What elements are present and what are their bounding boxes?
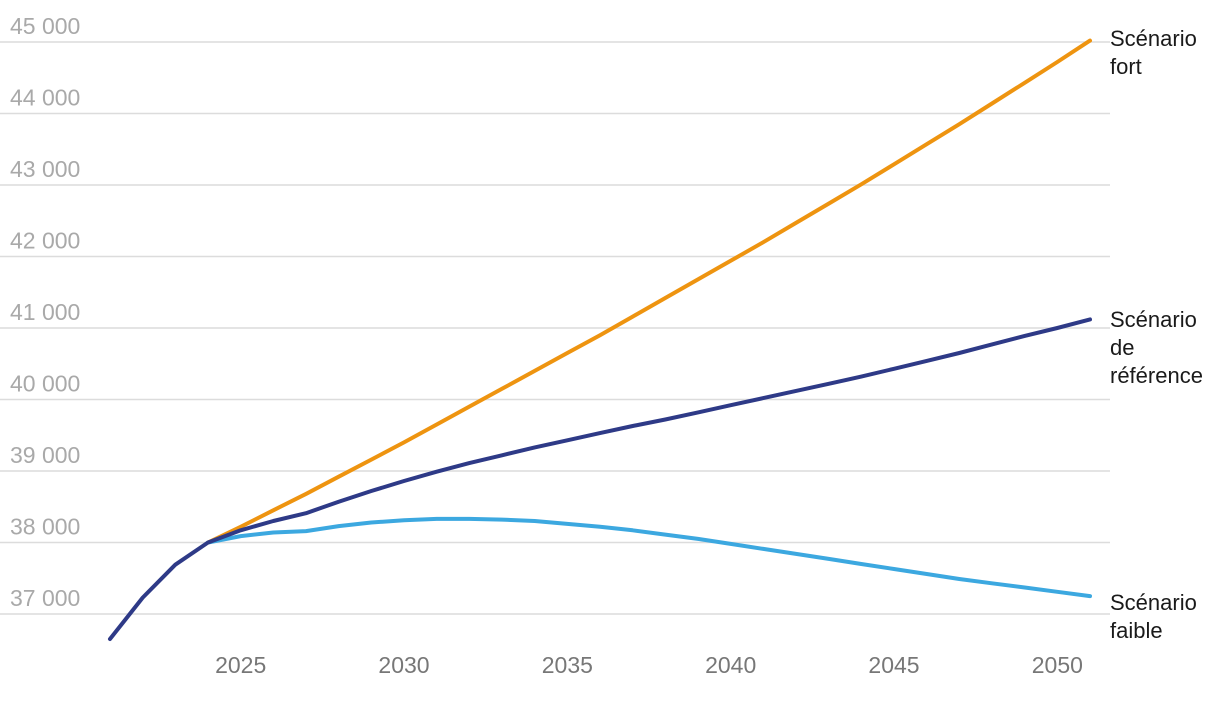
series-line-scénario-fort	[206, 38, 1092, 545]
series-end-label: Scénario fort	[1110, 26, 1197, 79]
x-axis-tick-labels: 2025 2030 2035 2040 2045 2050	[215, 652, 1083, 678]
x-tick-label: 2045	[868, 652, 919, 678]
x-tick-label: 2030	[378, 652, 429, 678]
gridlines	[0, 41, 1110, 615]
y-tick-label: 41 000	[10, 299, 80, 325]
series-end-label-line: faible	[1110, 618, 1163, 643]
series-lines	[108, 38, 1092, 641]
x-tick-label: 2035	[542, 652, 593, 678]
series-end-label: Scénario de référence	[1110, 307, 1203, 388]
series-end-label-line: de	[1110, 335, 1134, 360]
series-line-scénario-faible	[206, 516, 1092, 599]
y-tick-label: 42 000	[10, 228, 80, 254]
y-tick-label: 37 000	[10, 585, 80, 611]
series-end-label: Scénario faible	[1110, 590, 1197, 643]
y-axis-tick-labels: 37 000 38 000 39 000 40 000 41 000 42 000 43 0…	[10, 13, 80, 611]
y-tick-label: 39 000	[10, 442, 80, 468]
series-end-labels: Scénario fort Scénario de référence Scénario f…	[1110, 26, 1203, 643]
series-end-label-line: Scénario	[1110, 307, 1197, 332]
series-end-label-line: fort	[1110, 54, 1142, 79]
x-tick-label: 2040	[705, 652, 756, 678]
y-tick-label: 38 000	[10, 514, 80, 540]
y-tick-label: 45 000	[10, 13, 80, 39]
x-tick-label: 2050	[1032, 652, 1083, 678]
series-end-label-line: Scénario	[1110, 26, 1197, 51]
y-tick-label: 43 000	[10, 156, 80, 182]
y-tick-label: 40 000	[10, 371, 80, 397]
series-line-scénario-de-référence	[108, 317, 1092, 641]
series-end-label-line: Scénario	[1110, 590, 1197, 615]
series-end-label-line: référence	[1110, 363, 1203, 388]
y-tick-label: 44 000	[10, 85, 80, 111]
x-tick-label: 2025	[215, 652, 266, 678]
